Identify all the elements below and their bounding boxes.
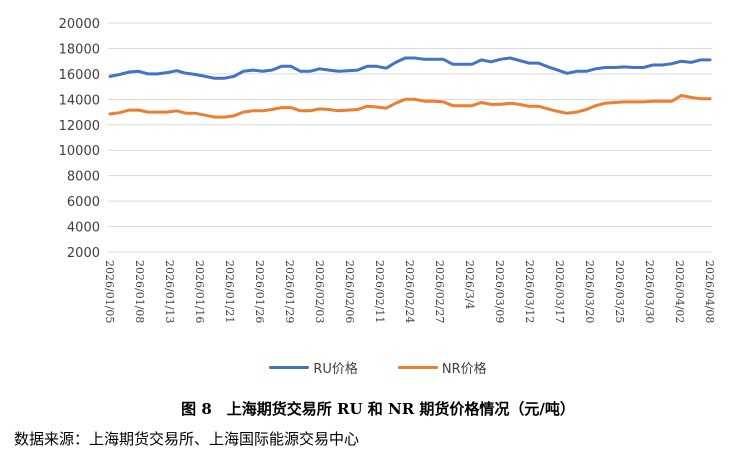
- y-tick-label: 12000: [59, 119, 100, 134]
- x-tick-label: 2026/01/29: [283, 260, 296, 323]
- x-tick-label: 2026/01/16: [193, 260, 206, 323]
- x-tick-label: 2026/04/02: [673, 260, 686, 323]
- series-line-nr: [108, 94, 712, 119]
- series-line-ru: [108, 56, 712, 80]
- x-tick-label: 2026/02/03: [313, 260, 326, 323]
- series-lines: [108, 56, 712, 119]
- x-tick-label: 2026/02/06: [343, 260, 356, 323]
- legend-label-ru: RU价格: [313, 362, 358, 377]
- figure-caption: 图 8 上海期货交易所 RU 和 NR 期货价格情况（元/吨）: [181, 400, 575, 418]
- x-tick-label: 2026/03/25: [613, 260, 626, 323]
- y-tick-label: 18000: [59, 42, 100, 57]
- x-tick-label: 2026/03/30: [643, 260, 656, 323]
- y-tick-label: 20000: [59, 17, 100, 32]
- x-tick-label: 2026/03/17: [553, 260, 566, 323]
- x-tick-label: 2026/3/4: [463, 260, 476, 309]
- legend-item-ru: RU价格: [269, 358, 358, 377]
- x-tick-label: 2026/01/13: [163, 260, 176, 323]
- legend-label-nr: NR价格: [441, 362, 487, 377]
- x-tick-label: 2026/01/21: [223, 260, 236, 323]
- legend-swatch-ru: [269, 366, 310, 369]
- y-tick-label: 2000: [67, 246, 100, 261]
- y-tick-label: 14000: [59, 93, 100, 108]
- x-tick-label: 2026/01/05: [103, 260, 116, 323]
- legend-swatch-nr: [397, 366, 438, 369]
- y-tick-label: 4000: [67, 221, 100, 236]
- x-axis-ticks: 2026/01/05 2026/01/08 2026/01/13 2026/01/16…: [103, 260, 716, 323]
- legend-item-nr: NR价格: [397, 358, 487, 377]
- gridlines: [108, 22, 712, 253]
- x-tick-label: 2026/01/08: [133, 260, 146, 323]
- y-axis-ticks: 2000 4000 6000 8000 10000 12000 14000 16000 1800…: [59, 17, 100, 261]
- x-tick-label: 2026/03/12: [523, 260, 536, 323]
- x-tick-label: 2026/02/27: [433, 260, 446, 323]
- x-tick-label: 2026/01/26: [253, 260, 266, 323]
- y-tick-label: 10000: [59, 144, 100, 159]
- chart-plot: 2000 4000 6000 8000 10000 12000 14000 16000 1800…: [59, 17, 716, 323]
- x-tick-label: 2026/02/11: [373, 260, 386, 323]
- x-tick-label: 2026/03/09: [493, 260, 506, 323]
- x-tick-label: 2026/04/08: [703, 260, 716, 323]
- y-tick-label: 16000: [59, 68, 100, 83]
- x-tick-label: 2026/03/20: [583, 260, 596, 323]
- y-tick-label: 8000: [67, 170, 100, 185]
- y-tick-label: 6000: [67, 195, 100, 210]
- data-source: 数据来源：上海期货交易所、上海国际能源交易中心: [14, 430, 360, 448]
- x-tick-label: 2026/02/24: [403, 260, 416, 323]
- legend: RU价格 NR价格: [0, 358, 756, 377]
